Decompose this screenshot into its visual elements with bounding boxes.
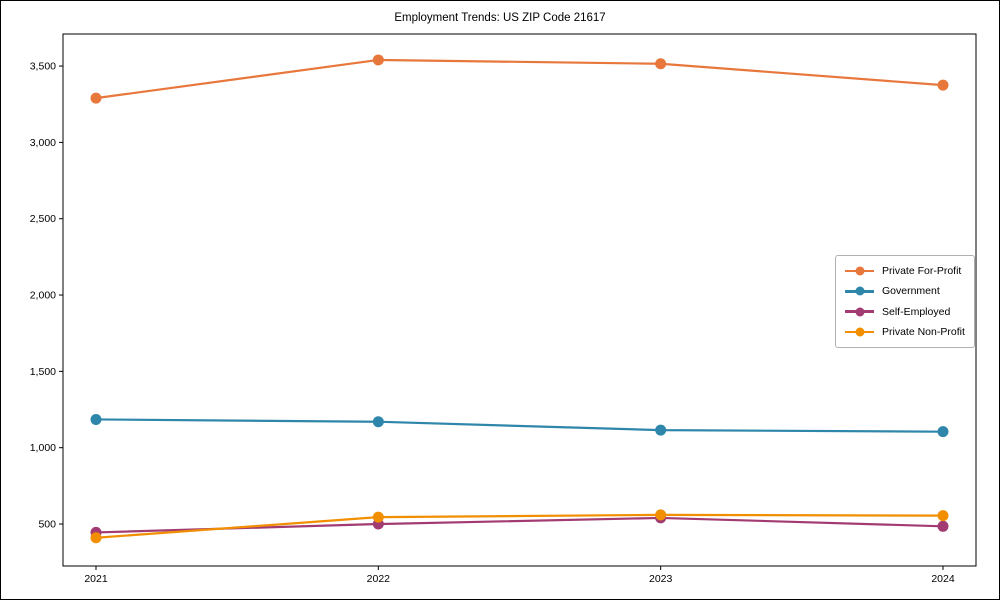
y-axis-tick-label: 500	[38, 519, 56, 531]
y-axis-tick-label: 2,500	[30, 213, 56, 225]
legend-line-marker-icon	[845, 307, 874, 317]
legend-item: Government	[845, 282, 965, 300]
legend-dot-icon	[855, 286, 864, 296]
legend-item: Self-Employed	[845, 303, 965, 321]
legend-label: Government	[882, 285, 940, 298]
data-point-marker-self-employed	[937, 520, 949, 532]
legend-label: Self-Employed	[882, 305, 951, 318]
x-axis-tick-label: 2021	[84, 573, 108, 585]
legend-line-marker-icon	[845, 286, 874, 296]
data-point-marker-private-for-profit	[90, 92, 102, 104]
data-point-marker-private-for-profit	[655, 58, 667, 70]
series-line-private-for-profit	[94, 58, 945, 100]
legend-label: Private Non-Profit	[882, 325, 965, 338]
data-point-marker-government	[655, 424, 667, 436]
data-point-marker-government	[372, 416, 384, 428]
data-point-marker-private-non-profit	[655, 509, 667, 521]
legend-dot-icon	[855, 266, 864, 276]
y-axis-tick-label: 1,000	[30, 442, 56, 454]
legend-dot-icon	[855, 327, 864, 337]
y-axis-tick-label: 2,000	[30, 290, 56, 302]
series-line-government	[94, 418, 945, 433]
series-line-private-non-profit	[94, 513, 945, 539]
data-point-marker-private-non-profit	[372, 511, 384, 523]
legend-item: Private Non-Profit	[845, 323, 965, 341]
data-point-marker-private-for-profit	[372, 54, 384, 66]
data-point-marker-private-non-profit	[90, 532, 102, 544]
y-axis-tick-label: 3,500	[30, 61, 56, 73]
legend-line-marker-icon	[845, 266, 874, 276]
data-point-marker-government	[90, 413, 102, 425]
legend-label: Private For-Profit	[882, 265, 962, 278]
x-axis-tick-label: 2023	[649, 573, 673, 585]
series-line-self-employed	[94, 516, 945, 534]
legend: Private For-Profit Government Self-Employe…	[835, 255, 975, 348]
data-point-marker-government	[937, 426, 949, 438]
legend-item: Private For-Profit	[845, 262, 965, 280]
chart-title: Employment Trends: US ZIP Code 21617	[394, 12, 606, 24]
data-point-marker-private-for-profit	[937, 79, 949, 91]
x-axis-tick-label: 2024	[931, 573, 955, 585]
data-point-marker-private-non-profit	[937, 510, 949, 522]
y-axis-tick-label: 1,500	[30, 366, 56, 378]
y-axis-tick-label: 3,000	[30, 137, 56, 149]
plot-spines	[62, 33, 977, 567]
legend-dot-icon	[855, 307, 864, 317]
legend-line-marker-icon	[845, 327, 874, 337]
x-axis-tick-label: 2022	[367, 573, 391, 585]
